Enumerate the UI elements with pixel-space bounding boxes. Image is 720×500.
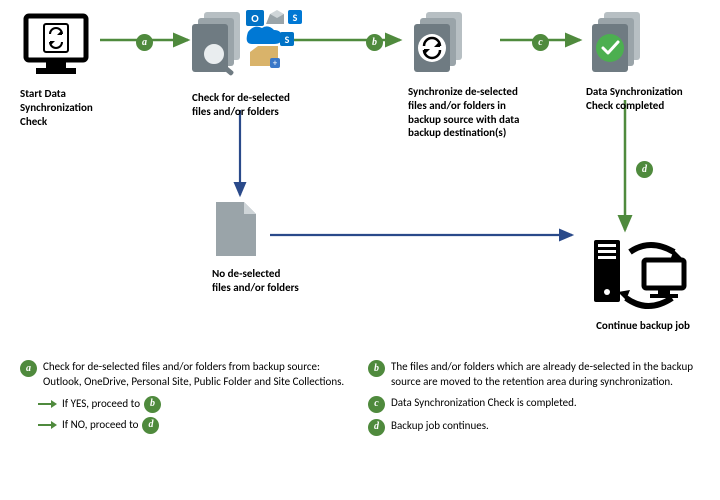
done-label: Data Synchronization Check completed [586,85,716,113]
files-sync-icon [408,10,478,76]
legend-a-yes-text: If YES, proceed to [62,397,140,412]
legend-a-yes-badge: b [144,396,161,413]
node-sync: Synchronize de-selected files and/or fol… [408,10,558,140]
badge-b-on-arrow: b [366,31,383,51]
files-check-icon [586,10,656,76]
legend-badge-a: a [20,360,37,377]
files-magnifier-icon: O S S + [192,8,302,82]
legend-left: a Check for de-selected files and/or fol… [20,360,350,438]
legend-b-text: The files and/or folders which are alrea… [391,360,698,390]
legend-right: b The files and/or folders which are alr… [368,360,698,442]
none-label: No de-selected files and/or folders [212,267,342,295]
legend-d-text: Backup job continues. [391,419,698,434]
sync-label: Synchronize de-selected files and/or fol… [408,85,558,140]
svg-text:S: S [285,33,290,46]
svg-text:O: O [251,12,259,25]
file-blank-icon [212,200,260,258]
legend-d: d Backup job continues. [368,419,698,436]
svg-text:+: + [273,58,278,69]
legend-badge-c: c [368,396,385,413]
legend-a-no-badge: d [142,417,159,434]
legend-a-no: If NO, proceed to d [38,417,350,434]
arrow-right-icon [38,420,58,430]
node-check: O S S + Check for de-selected files and/… [192,8,332,119]
server-monitor-sync-icon [588,232,698,310]
node-none: No de-selected files and/or folders [212,200,342,295]
legend-c: c Data Synchronization Check is complete… [368,396,698,413]
node-done: Data Synchronization Check completed [586,10,716,113]
continue-label: Continue backup job [578,319,708,333]
legend-a-no-text: If NO, proceed to [62,418,138,433]
legend-a-yes: If YES, proceed to b [38,396,350,413]
node-start: Start Data Synchronization Check [20,12,120,128]
monitor-sync-icon [20,12,92,78]
legend-a: a Check for de-selected files and/or fol… [20,360,350,390]
start-label: Start Data Synchronization Check [20,87,120,128]
check-label: Check for de-selected files and/or folde… [192,91,332,119]
node-continue: Continue backup job [578,232,708,333]
badge-a-on-arrow: a [136,31,153,51]
badge-d-on-arrow: d [636,158,653,178]
arrow-right-icon [38,399,58,409]
legend-a-text: Check for de-selected files and/or folde… [43,360,350,390]
legend-b: b The files and/or folders which are alr… [368,360,698,390]
legend-badge-d: d [368,419,385,436]
legend-c-text: Data Synchronization Check is completed. [391,396,698,411]
svg-text:S: S [293,11,298,24]
legend-badge-b: b [368,360,385,377]
